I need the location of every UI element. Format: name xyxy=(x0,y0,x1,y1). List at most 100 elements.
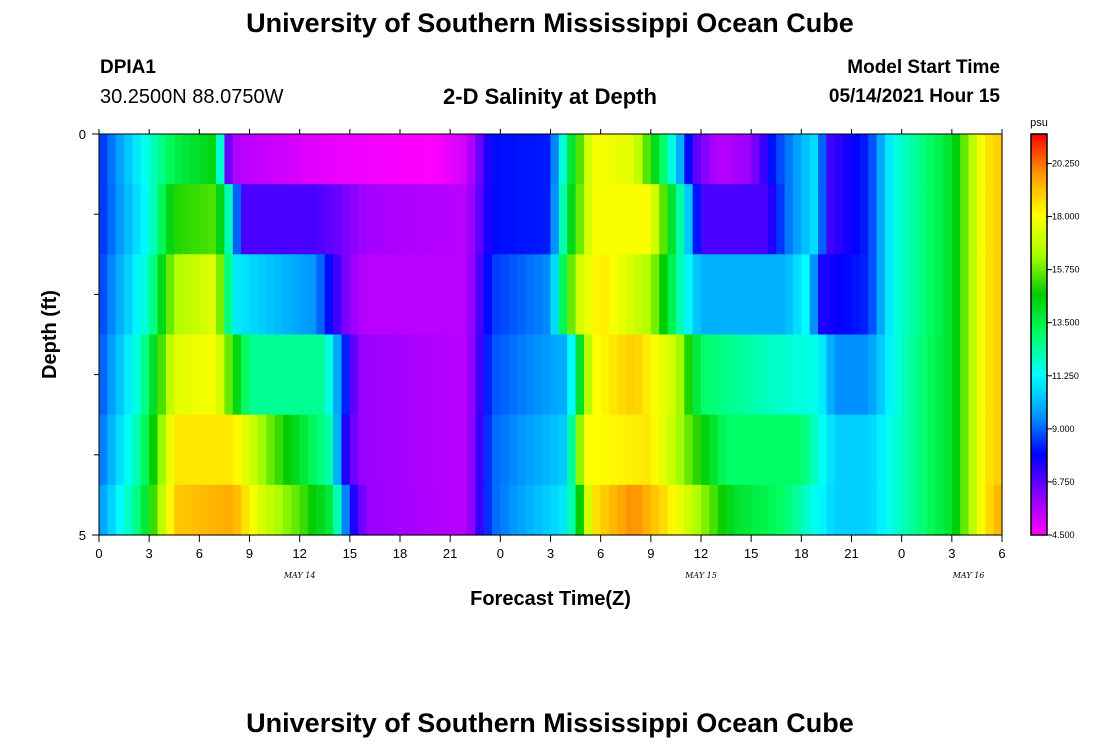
heatmap-cell xyxy=(157,334,167,416)
heatmap-cell xyxy=(751,484,761,536)
heatmap-cell xyxy=(993,334,1003,416)
heatmap-cell xyxy=(926,484,936,536)
heatmap-cell xyxy=(884,184,894,255)
heatmap-cell xyxy=(441,414,451,486)
heatmap-cell xyxy=(592,254,602,336)
heatmap-cell xyxy=(333,254,343,336)
heatmap-cell xyxy=(199,414,209,486)
heatmap-cell xyxy=(383,484,393,536)
heatmap-cell xyxy=(525,184,535,255)
heatmap-cell xyxy=(308,414,317,486)
heatmap-cell xyxy=(349,134,359,185)
heatmap-cell xyxy=(567,484,577,536)
heatmap-cell xyxy=(876,484,886,536)
heatmap-cell xyxy=(517,414,527,486)
heatmap-cell xyxy=(901,414,911,486)
heatmap-cell xyxy=(684,334,694,416)
x-tick-label: 9 xyxy=(246,546,253,561)
heatmap-cell xyxy=(659,484,669,536)
heatmap-cell xyxy=(843,484,853,536)
heatmap-cell xyxy=(985,184,995,255)
heatmap-cell xyxy=(767,484,777,536)
heatmap-cell xyxy=(400,334,409,416)
heatmap-cell xyxy=(726,184,736,255)
heatmap-cell xyxy=(216,414,226,486)
heatmap-cell xyxy=(207,184,217,255)
heatmap-cell xyxy=(575,134,585,185)
heatmap-cell xyxy=(734,414,744,486)
heatmap-cell xyxy=(249,184,259,255)
heatmap-cell xyxy=(918,334,928,416)
heatmap-cell xyxy=(642,414,652,486)
heatmap-cell xyxy=(868,184,878,255)
heatmap-cell xyxy=(675,334,685,416)
heatmap-cell xyxy=(500,134,510,185)
heatmap-cell xyxy=(517,134,527,185)
heatmap-cell xyxy=(274,334,284,416)
heatmap-cell xyxy=(592,334,602,416)
heatmap-cell xyxy=(425,414,435,486)
heatmap-cell xyxy=(224,254,234,336)
heatmap-cell xyxy=(400,184,409,255)
heatmap-cell xyxy=(968,484,978,536)
heatmap-cell xyxy=(692,184,702,255)
heatmap-cell xyxy=(274,414,284,486)
heatmap-cell xyxy=(642,184,652,255)
heatmap-cell xyxy=(190,184,200,255)
heatmap-cell xyxy=(341,134,351,185)
heatmap-cell xyxy=(943,254,953,336)
heatmap-cell xyxy=(182,184,192,255)
heatmap-cell xyxy=(190,334,200,416)
heatmap-cell xyxy=(717,184,727,255)
heatmap-cell xyxy=(408,254,418,336)
heatmap-cell xyxy=(751,334,761,416)
heatmap-cell xyxy=(249,334,259,416)
heatmap-cell xyxy=(391,414,401,486)
heatmap-cell xyxy=(282,334,292,416)
heatmap-cell xyxy=(425,254,435,336)
heatmap-cell xyxy=(207,484,217,536)
heatmap-cell xyxy=(500,334,510,416)
heatmap-cell xyxy=(249,134,259,185)
heatmap-cell xyxy=(466,134,476,185)
heatmap-cell xyxy=(374,184,384,255)
heatmap-cell xyxy=(207,134,217,185)
heatmap-cell xyxy=(650,414,660,486)
heatmap-cell xyxy=(291,184,301,255)
heatmap-cell xyxy=(508,334,518,416)
heatmap-cell xyxy=(976,334,986,416)
heatmap-cell xyxy=(542,414,552,486)
heatmap-cell xyxy=(876,184,886,255)
heatmap-cell xyxy=(976,254,986,336)
heatmap-cell xyxy=(592,134,602,185)
heatmap-cell xyxy=(759,334,769,416)
heatmap-cell xyxy=(241,484,251,536)
heatmap-cell xyxy=(600,414,610,486)
x-tick-label: 21 xyxy=(443,546,457,561)
heatmap-cell xyxy=(408,334,418,416)
heatmap-cell xyxy=(174,484,184,536)
x-tick-label: 3 xyxy=(547,546,554,561)
heatmap-cell xyxy=(115,484,125,536)
heatmap-cell xyxy=(709,254,719,336)
heatmap-cell xyxy=(709,184,719,255)
heatmap-cell xyxy=(901,484,911,536)
heatmap-cell xyxy=(324,134,334,185)
heatmap-cell xyxy=(508,134,518,185)
heatmap-cell xyxy=(358,414,368,486)
heatmap-cell xyxy=(951,254,961,336)
x-axis-title: Forecast Time(Z) xyxy=(470,588,631,610)
heatmap-cell xyxy=(165,484,175,536)
x-tick-label: 3 xyxy=(948,546,955,561)
heatmap-cell xyxy=(157,184,167,255)
heatmap-cell xyxy=(483,184,493,255)
heatmap-cell xyxy=(383,184,393,255)
heatmap-cell xyxy=(324,254,334,336)
heatmap-cell xyxy=(692,414,702,486)
heatmap-cell xyxy=(884,484,894,536)
heatmap-cell xyxy=(742,484,752,536)
heatmap-cell xyxy=(182,484,192,536)
heatmap-cell xyxy=(960,414,970,486)
heatmap-cell xyxy=(324,334,334,416)
